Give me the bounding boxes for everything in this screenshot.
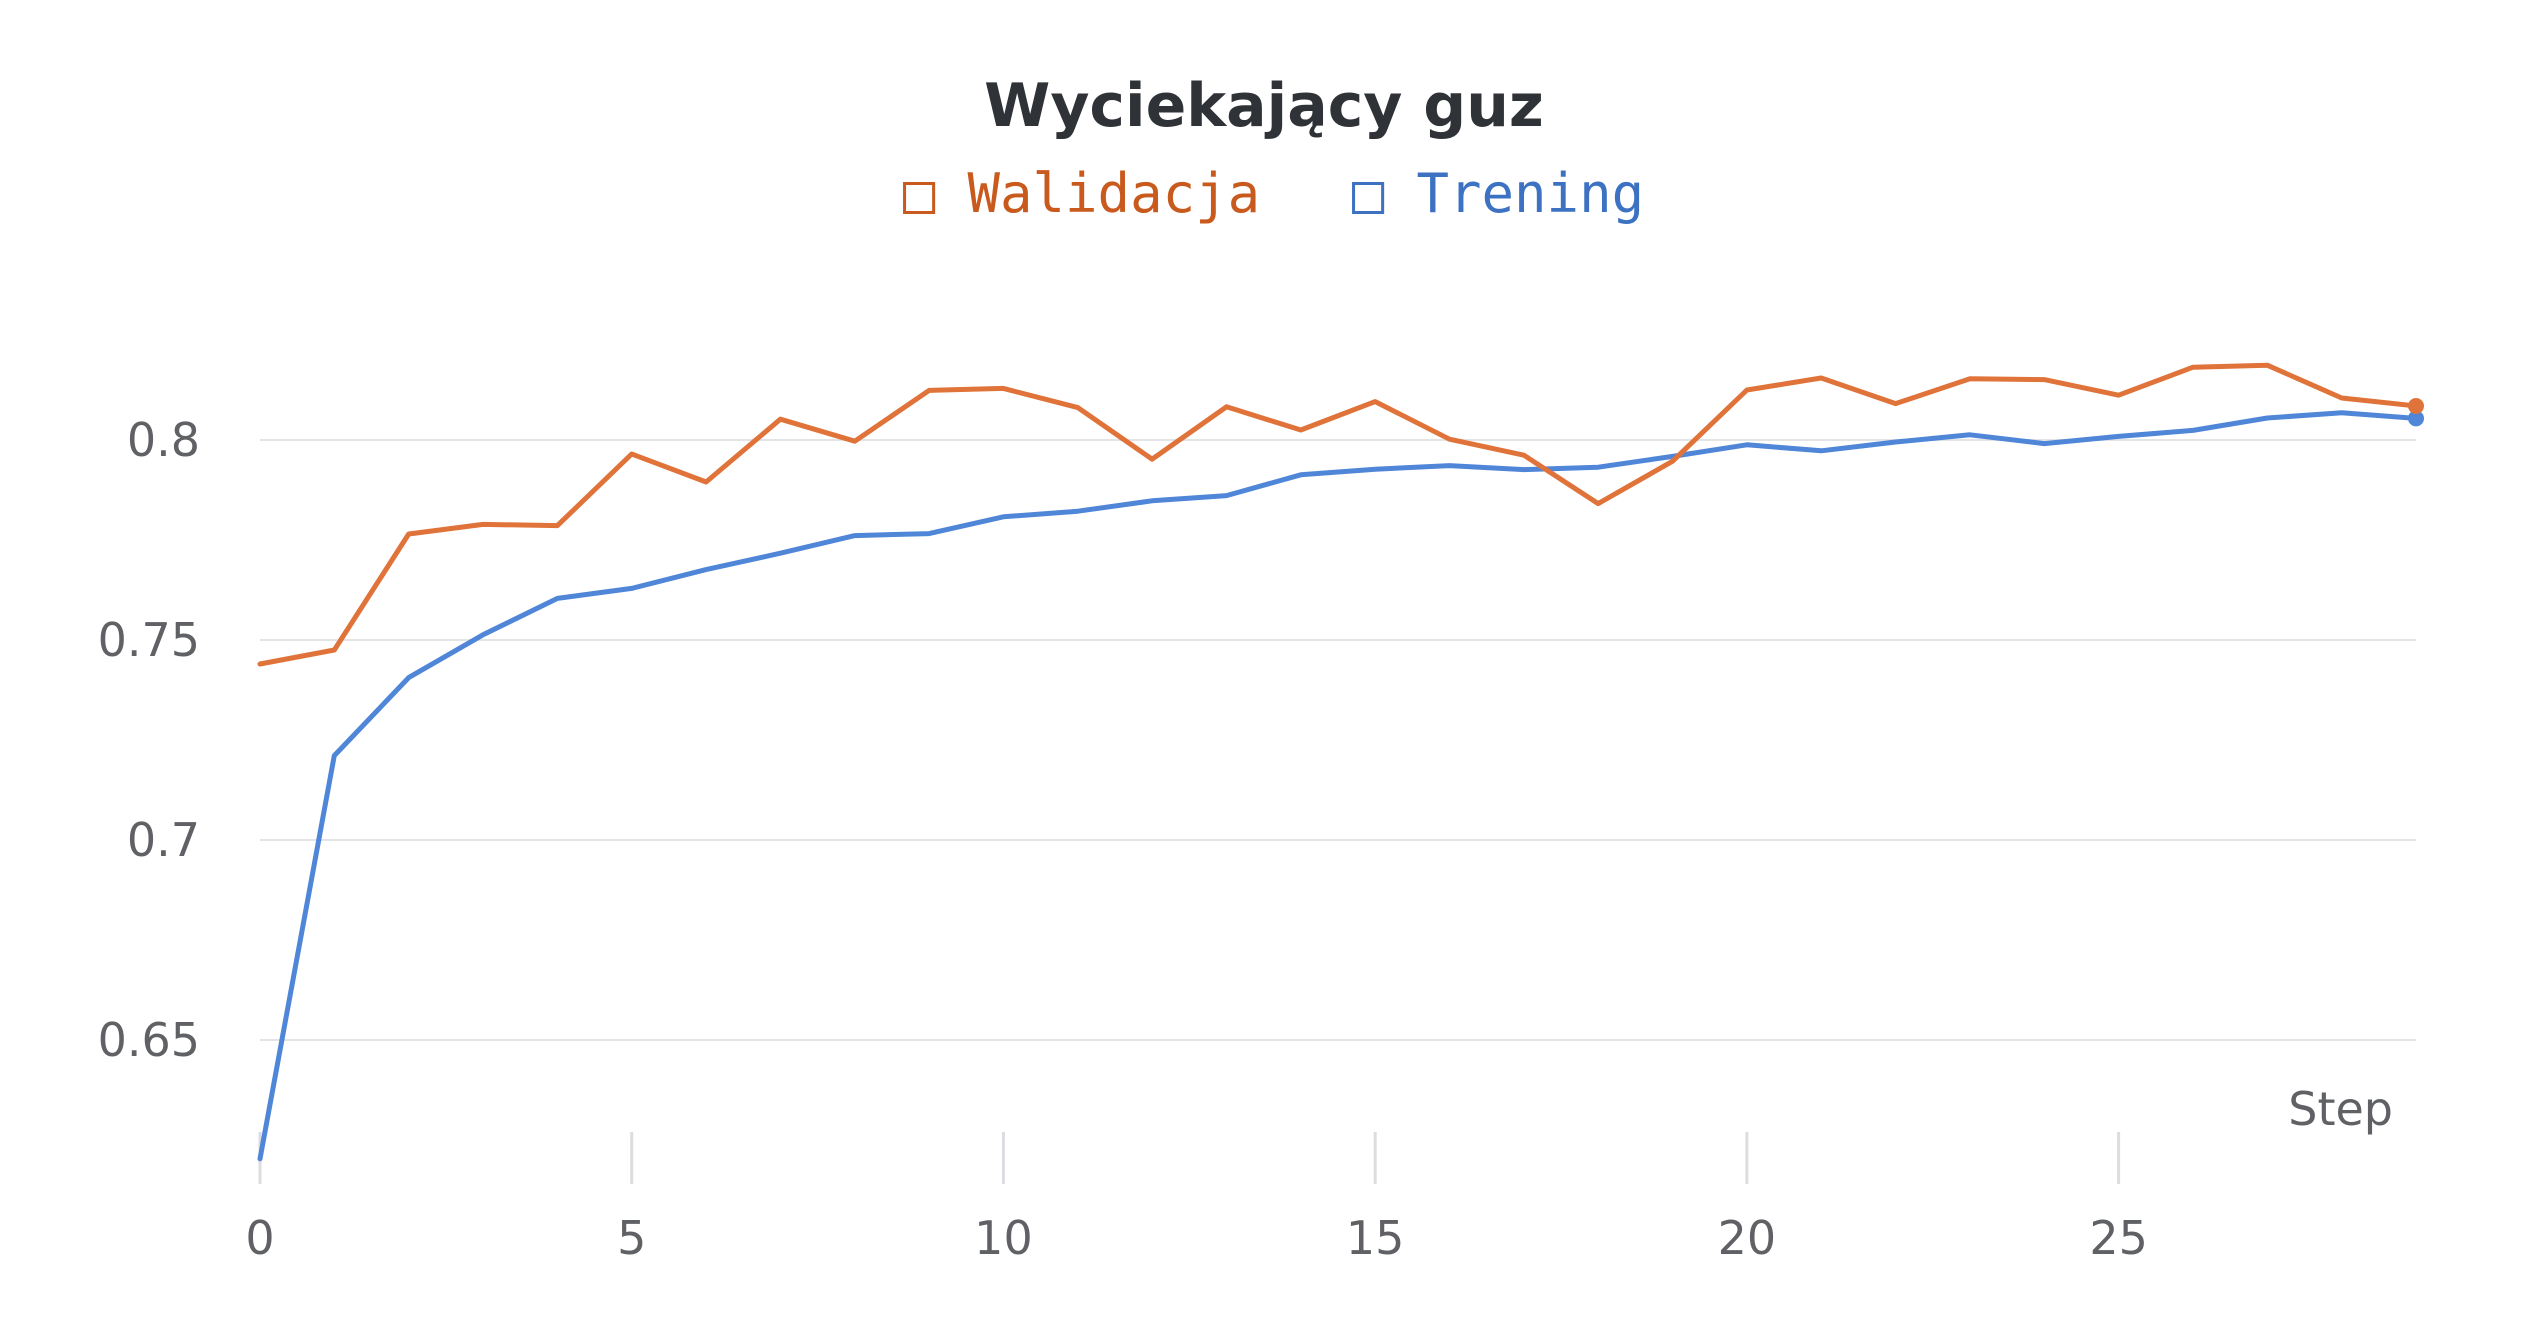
x-tick-label: 25 <box>2089 1211 2148 1265</box>
x-axis-title: Step <box>2288 1082 2393 1136</box>
x-tick-label: 10 <box>974 1211 1033 1265</box>
legend-walidacja-label: Walidacja <box>968 162 1261 225</box>
series-end-point-trening <box>2408 410 2424 427</box>
legend-item-trening[interactable]: □ Trening <box>1352 162 1644 225</box>
series-end-point-walidacja <box>2408 398 2424 414</box>
gridlines <box>260 439 2416 1041</box>
legend-item-walidacja[interactable]: □ Walidacja <box>903 162 1260 225</box>
legend-trening-marker: □ <box>1352 162 1385 225</box>
legend: □ Walidacja □ Trening <box>903 162 1644 225</box>
y-tick-label: 0.7 <box>127 813 200 867</box>
x-axis-ticks <box>258 1132 2121 1184</box>
x-tick-label: 0 <box>245 1211 274 1265</box>
y-tick-label: 0.8 <box>127 413 200 467</box>
chart-title: Wyciekający guz <box>984 71 1544 141</box>
y-axis-labels: 0.65 0.7 0.75 0.8 <box>98 413 200 1067</box>
legend-walidacja-marker: □ <box>903 162 936 225</box>
series-line-walidacja <box>257 362 2419 667</box>
legend-trening-label: Trening <box>1417 162 1645 225</box>
y-tick-label: 0.75 <box>98 613 200 667</box>
series-line-trening <box>257 410 2419 1162</box>
x-tick-label: 20 <box>1718 1211 1777 1265</box>
series <box>257 362 2424 1162</box>
x-tick-label: 5 <box>617 1211 646 1265</box>
y-tick-label: 0.65 <box>98 1013 200 1067</box>
x-axis-labels: 0 5 10 15 20 25 <box>245 1211 2148 1265</box>
x-tick-label: 15 <box>1346 1211 1405 1265</box>
